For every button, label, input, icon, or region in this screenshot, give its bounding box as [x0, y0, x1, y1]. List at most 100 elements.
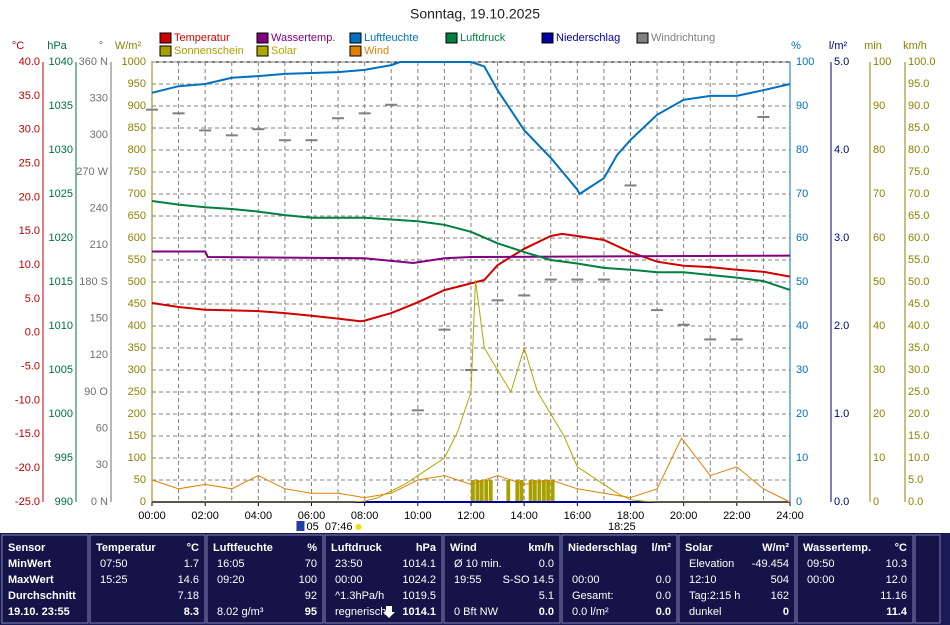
sunshine-bar — [479, 480, 484, 502]
x-tick-label: 04:00 — [245, 510, 273, 522]
wind-direction-dot — [411, 409, 424, 412]
cell-value: 70 — [305, 558, 317, 570]
y-tick-label: 700 — [128, 188, 146, 200]
y-tick-label: 0 — [140, 496, 146, 508]
y-tick-label: 20.0 — [19, 191, 40, 203]
cell-label: Ø 10 min. — [454, 558, 502, 570]
y-tick-label: 70 — [873, 188, 885, 200]
axis-title: ° — [99, 40, 103, 52]
y-tick-label: 100 — [796, 56, 814, 68]
legend-swatch — [159, 45, 172, 57]
x-tick-label: 22:00 — [723, 510, 751, 522]
y-tick-label: 10.0 — [19, 259, 40, 271]
legend-swatch — [541, 32, 554, 44]
y-tick-label: -15.0 — [15, 428, 40, 440]
y-tick-label: 450 — [128, 298, 146, 310]
y-tick-label: 95.0 — [908, 78, 929, 90]
y-tick-label: 35.0 — [19, 90, 40, 102]
cell-label: ^1.3hPa/h — [335, 590, 384, 602]
cell-label: 00:00 — [807, 574, 835, 586]
cell-label: MinWert — [8, 558, 52, 570]
y-tick-label: 50 — [796, 276, 808, 288]
column-unit: l/m² — [651, 542, 671, 554]
sunrise-marker — [355, 524, 362, 530]
series-line — [151, 437, 791, 503]
table-cell — [1, 534, 89, 624]
y-tick-label: 0 — [796, 496, 802, 508]
y-tick-label: 50 — [873, 276, 885, 288]
axis-title: l/m² — [829, 40, 848, 52]
wind-direction-dot — [172, 112, 185, 115]
y-tick-label: 70.0 — [908, 188, 929, 200]
cell-label: 19:55 — [454, 574, 482, 586]
y-tick-label: 85.0 — [908, 122, 929, 134]
cell-label: Elevation — [689, 558, 734, 570]
y-tick-label: 550 — [128, 254, 146, 266]
y-tick-label: 0 — [873, 496, 879, 508]
moon-label: 05 — [306, 521, 318, 533]
y-tick-label: 5.0 — [834, 56, 849, 68]
chart-title: Sonntag, 19.10.2025 — [410, 6, 540, 22]
table-cell — [678, 534, 796, 624]
wind-direction-dot — [305, 139, 318, 142]
summary-table: Sensor MinWert MaxWert Durchschnitt 19.10. 2… — [1, 534, 941, 624]
y-tick-label: 50.0 — [908, 276, 929, 288]
wind-direction-dot — [704, 338, 717, 341]
moon-icon — [296, 521, 305, 531]
x-tick-label: 20:00 — [670, 510, 698, 522]
sunshine-bar — [488, 480, 493, 502]
y-tick-label: 15.0 — [19, 225, 40, 237]
cell-label: 00:00 — [572, 574, 600, 586]
legend-swatch — [256, 32, 269, 44]
y-tick-label: 30 — [796, 364, 808, 376]
y-tick-label: 650 — [128, 210, 146, 222]
y-tick-label: 330 — [90, 93, 108, 105]
sunshine-bar — [546, 480, 551, 502]
cell-label: MaxWert — [8, 574, 54, 586]
y-tick-label: 55.0 — [908, 254, 929, 266]
legend-label: Windrichtung — [651, 32, 715, 44]
table-cell — [914, 534, 941, 624]
y-tick-label: 40.0 — [908, 320, 929, 332]
y-tick-label: 270 W — [76, 166, 108, 178]
x-tick-label: 08:00 — [351, 510, 379, 522]
cell-value: 5.1 — [539, 590, 554, 602]
legend-label: Sonnenschein — [174, 45, 244, 57]
cell-value: 504 — [771, 574, 789, 586]
legend-swatch — [349, 32, 362, 44]
y-tick-label: 5.0 — [25, 293, 40, 305]
y-tick-label: 950 — [128, 78, 146, 90]
y-tick-label: 100 — [873, 56, 891, 68]
y-tick-label: -20.0 — [15, 462, 40, 474]
series-line — [152, 250, 791, 265]
wind-direction-dot — [544, 278, 557, 281]
y-tick-label: 90.0 — [908, 100, 929, 112]
x-tick-label: 24:00 — [776, 510, 804, 522]
cell-label: 15:25 — [100, 574, 128, 586]
axis-title: °C — [12, 40, 24, 52]
sunshine-bar — [528, 480, 533, 502]
y-tick-label: 65.0 — [908, 210, 929, 222]
y-tick-label: 900 — [128, 100, 146, 112]
cell-label: 23:50 — [335, 558, 363, 570]
table-cell — [796, 534, 914, 624]
sunshine-bar — [532, 480, 537, 502]
y-tick-label: 30 — [96, 459, 108, 471]
y-tick-label: 850 — [128, 122, 146, 134]
y-tick-label: 30 — [873, 364, 885, 376]
wind-direction-dot — [597, 278, 610, 281]
y-tick-label: 0 N — [91, 496, 108, 508]
y-tick-label: 20.0 — [908, 408, 929, 420]
series-line — [151, 200, 791, 291]
y-tick-label: 10 — [796, 452, 808, 464]
y-tick-label: 1005 — [49, 364, 73, 376]
y-tick-label: 1015 — [49, 276, 73, 288]
cell-value: -49.454 — [752, 558, 789, 570]
wind-direction-dot — [730, 338, 743, 341]
sunshine-bar — [475, 480, 480, 502]
y-tick-label: 4.0 — [834, 144, 849, 156]
y-tick-label: 30.0 — [908, 364, 929, 376]
sunshine-bar — [515, 480, 520, 502]
sunset-label: 18:25 — [608, 521, 636, 533]
